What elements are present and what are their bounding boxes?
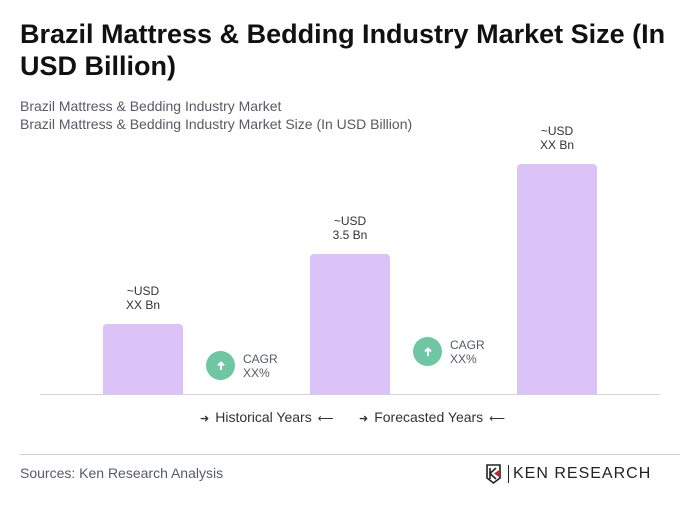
logo-icon (486, 464, 501, 484)
bar-1 (103, 324, 183, 394)
chart-title: Brazil Mattress & Bedding Industry Marke… (20, 19, 666, 81)
subtitle: Brazil Mattress & Bedding Industry Marke… (20, 98, 282, 114)
cagr-label: CAGR (243, 351, 278, 366)
source-text: Sources: Ken Research Analysis (20, 465, 224, 481)
data-label-line: ~USD (126, 284, 160, 298)
arrow-left-icon: ⟵ (489, 413, 505, 425)
legend-label: Forecasted Years (374, 409, 484, 425)
x-axis (40, 394, 660, 395)
data-label-line: XX Bn (125, 298, 161, 312)
data-label-line: ~USD (333, 214, 367, 228)
data-label-3: ~USD XX Bn (507, 124, 607, 152)
arrow-left-icon: ⟵ (317, 413, 334, 425)
logo-text: KEN RESEARCH (508, 465, 651, 483)
subtitle-2: Brazil Mattress & Bedding Industry Marke… (20, 116, 413, 132)
cagr-badge-1: CAGR XX% (206, 351, 278, 380)
cagr-value: XX% (243, 365, 270, 380)
cagr-label: CAGR (450, 337, 485, 352)
data-label-line: ~USD (540, 124, 574, 138)
data-label-line: 3.5 Bn (332, 228, 368, 242)
data-label-1: ~USD XX Bn (93, 284, 193, 312)
cagr-value: XX% (450, 351, 477, 366)
arrow-right-icon: ➜ (359, 413, 369, 425)
ken-research-logo: KEN RESEARCH (486, 464, 651, 484)
arrow-right-icon: ➜ (200, 413, 210, 425)
legend-forecasted: ➜ Forecasted Years ⟵ (353, 409, 511, 425)
cagr-badge-2: CAGR XX% (413, 337, 485, 366)
bar-3 (517, 164, 597, 394)
data-label-2: ~USD 3.5 Bn (300, 214, 400, 242)
footer-divider (20, 454, 680, 455)
arrow-up-icon (413, 337, 442, 366)
bar-2 (310, 254, 390, 394)
arrow-up-icon (206, 351, 235, 380)
data-label-line: XX Bn (539, 138, 575, 152)
legend-label: Historical Years (215, 409, 312, 425)
legend-historical: ➜ Historical Years ⟵ (194, 409, 340, 425)
